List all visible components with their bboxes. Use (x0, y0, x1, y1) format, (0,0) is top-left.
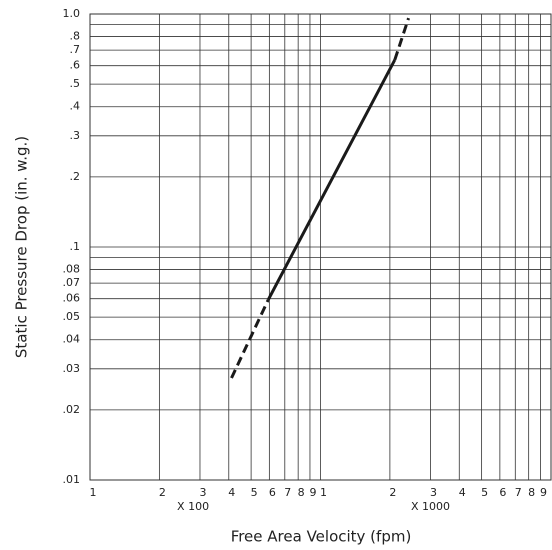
y-tick-label: .3 (70, 129, 81, 142)
y-tick-label: .2 (70, 170, 81, 183)
x-tick-label: 7 (515, 486, 522, 499)
y-tick-label: .8 (70, 30, 81, 43)
data-line (393, 17, 410, 61)
x-tick-label: 6 (269, 486, 276, 499)
x-tick-label: 7 (284, 486, 291, 499)
y-tick-label: .03 (63, 362, 81, 375)
annotation: X 1000 (411, 500, 450, 513)
y-tick-label: .7 (70, 43, 81, 56)
x-tick-label: 4 (228, 486, 235, 499)
x-tick-label: 9 (309, 486, 316, 499)
y-tick-label: .06 (63, 292, 81, 305)
x-tick-label: 6 (499, 486, 506, 499)
x-tick-label: 1 (90, 486, 97, 499)
y-tick-label: .6 (70, 59, 81, 72)
y-tick-label: .01 (63, 473, 81, 486)
x-tick-label: 9 (540, 486, 547, 499)
x-tick-label: 3 (430, 486, 437, 499)
y-tick-label: .05 (63, 310, 81, 323)
x-axis-title: Free Area Velocity (fpm) (231, 528, 412, 546)
y-tick-label: .1 (70, 240, 81, 253)
x-tick-label: 8 (298, 486, 305, 499)
data-line (230, 299, 270, 379)
y-tick-label: .5 (70, 77, 81, 90)
y-tick-label: .07 (63, 276, 81, 289)
annotation: X 100 (177, 500, 209, 513)
y-tick-label: 1.0 (63, 7, 81, 20)
y-tick-label: .02 (63, 403, 81, 416)
x-tick-label: 2 (389, 486, 396, 499)
y-tick-label: .08 (63, 263, 81, 276)
y-tick-label: .04 (63, 333, 81, 346)
y-axis-title: Static Pressure Drop (in. w.g.) (13, 136, 31, 358)
x-tick-label: 3 (199, 486, 206, 499)
x-tick-label: 5 (251, 486, 258, 499)
x-tick-label: 4 (459, 486, 466, 499)
y-tick-label: .4 (70, 100, 81, 113)
x-tick-label: 2 (159, 486, 166, 499)
x-tick-label: 8 (528, 486, 535, 499)
x-tick-label: 5 (481, 486, 488, 499)
x-tick-label: 1 (320, 486, 327, 499)
data-line (266, 59, 397, 301)
